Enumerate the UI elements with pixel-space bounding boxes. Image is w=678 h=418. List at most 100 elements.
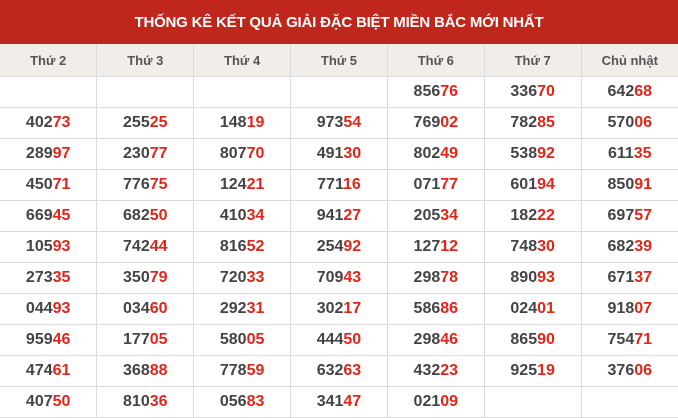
result-cell: 68239 bbox=[580, 231, 678, 263]
result-cell: 29846 bbox=[386, 324, 485, 356]
result-cell: 45071 bbox=[0, 169, 98, 201]
result-head-digits: 071 bbox=[413, 176, 441, 193]
result-cell: 58686 bbox=[386, 293, 485, 325]
result-head-digits: 044 bbox=[25, 300, 53, 317]
result-last-two-digits: 16 bbox=[342, 176, 361, 193]
result-cell: 69757 bbox=[580, 200, 678, 232]
result-cell: 72033 bbox=[193, 262, 292, 294]
result-cell: 78285 bbox=[483, 107, 582, 139]
table-row: 28997 23077 80770 49130 80249 53892 61135 bbox=[0, 138, 678, 170]
column-header: Chủ nhật bbox=[580, 44, 678, 77]
result-head-digits: 973 bbox=[316, 114, 344, 131]
result-head-digits: 124 bbox=[219, 176, 247, 193]
result-last-two-digits: 34 bbox=[440, 207, 459, 224]
result-last-two-digits: 44 bbox=[149, 238, 168, 255]
result-last-two-digits: 76 bbox=[440, 83, 459, 100]
column-header: Thứ 3 bbox=[96, 44, 195, 77]
result-head-digits: 802 bbox=[413, 145, 441, 162]
result-last-two-digits: 79 bbox=[149, 269, 168, 286]
result-cell: 14819 bbox=[193, 107, 292, 139]
result-last-two-digits: 47 bbox=[343, 393, 362, 410]
result-last-two-digits: 30 bbox=[343, 145, 362, 162]
result-last-two-digits: 25 bbox=[149, 114, 168, 131]
result-cell: 43223 bbox=[386, 355, 485, 387]
result-cell: 70943 bbox=[290, 262, 388, 294]
result-cell: 47461 bbox=[0, 355, 98, 387]
result-cell: 07177 bbox=[386, 169, 485, 201]
result-cell: 18222 bbox=[483, 200, 582, 232]
result-last-two-digits: 77 bbox=[149, 145, 168, 162]
result-cell: 60194 bbox=[483, 169, 582, 201]
result-last-two-digits: 70 bbox=[537, 83, 555, 100]
result-last-two-digits: 30 bbox=[537, 238, 555, 255]
result-last-two-digits: 52 bbox=[246, 238, 265, 255]
result-cell: 80249 bbox=[386, 138, 485, 170]
result-last-two-digits: 86 bbox=[440, 300, 459, 317]
result-last-two-digits: 07 bbox=[634, 300, 653, 317]
result-head-digits: 776 bbox=[123, 176, 150, 193]
result-cell: 37606 bbox=[580, 355, 678, 387]
result-last-two-digits: 05 bbox=[246, 331, 265, 348]
result-head-digits: 292 bbox=[219, 300, 247, 317]
result-cell: 95946 bbox=[0, 324, 98, 356]
result-last-two-digits: 49 bbox=[440, 145, 459, 162]
column-header: Thứ 6 bbox=[386, 44, 485, 77]
result-last-two-digits: 60 bbox=[149, 300, 168, 317]
result-head-digits: 376 bbox=[607, 362, 635, 379]
result-head-digits: 570 bbox=[607, 114, 635, 131]
result-cell: 92519 bbox=[483, 355, 582, 387]
result-head-digits: 807 bbox=[219, 145, 247, 162]
results-body: 85676 33670 64268 40273 25525 14819 97354 76902… bbox=[0, 76, 678, 418]
result-head-digits: 611 bbox=[607, 145, 634, 162]
result-cell: 77859 bbox=[193, 355, 292, 387]
result-last-two-digits: 43 bbox=[343, 269, 362, 286]
result-cell: 97354 bbox=[290, 107, 388, 139]
table-row: 47461 36888 77859 63263 43223 92519 37606 bbox=[0, 355, 678, 387]
result-last-two-digits: 75 bbox=[149, 176, 168, 193]
result-cell: 74244 bbox=[96, 231, 195, 263]
result-cell: 81652 bbox=[193, 231, 292, 263]
result-head-digits: 021 bbox=[413, 393, 441, 410]
result-last-two-digits: 31 bbox=[246, 300, 265, 317]
result-head-digits: 302 bbox=[316, 300, 344, 317]
result-last-two-digits: 93 bbox=[52, 300, 71, 317]
result-head-digits: 177 bbox=[123, 331, 150, 348]
result-cell: 76902 bbox=[386, 107, 485, 139]
result-last-two-digits: 70 bbox=[246, 145, 265, 162]
result-cell: 63263 bbox=[290, 355, 388, 387]
column-header: Thứ 7 bbox=[483, 44, 582, 77]
result-head-digits: 491 bbox=[316, 145, 344, 162]
result-head-digits: 336 bbox=[510, 83, 538, 100]
table-row: 66945 68250 41034 94127 20534 18222 69757 bbox=[0, 200, 678, 232]
result-cell: 53892 bbox=[483, 138, 582, 170]
result-cell: 67137 bbox=[580, 262, 678, 294]
result-head-digits: 754 bbox=[607, 331, 635, 348]
result-cell: 29231 bbox=[193, 293, 292, 325]
result-cell: 86590 bbox=[483, 324, 582, 356]
result-last-two-digits: 71 bbox=[52, 176, 71, 193]
result-cell: 85676 bbox=[386, 76, 485, 108]
result-cell: 35079 bbox=[96, 262, 195, 294]
result-head-digits: 148 bbox=[219, 114, 247, 131]
result-head-digits: 254 bbox=[316, 238, 344, 255]
result-head-digits: 586 bbox=[413, 300, 441, 317]
result-cell: 64268 bbox=[580, 76, 678, 108]
result-head-digits: 230 bbox=[123, 145, 150, 162]
result-cell: 28997 bbox=[0, 138, 98, 170]
result-head-digits: 450 bbox=[25, 176, 53, 193]
result-head-digits: 273 bbox=[25, 269, 53, 286]
result-last-two-digits: 88 bbox=[149, 362, 168, 379]
table-row: 04493 03460 29231 30217 58686 02401 91807 bbox=[0, 293, 678, 325]
result-last-two-digits: 46 bbox=[440, 331, 459, 348]
result-cell: 57006 bbox=[580, 107, 678, 139]
result-cell: 80770 bbox=[193, 138, 292, 170]
result-last-two-digits: 33 bbox=[246, 269, 265, 286]
result-cell: 77116 bbox=[290, 169, 388, 201]
result-cell: 89093 bbox=[483, 262, 582, 294]
result-head-digits: 810 bbox=[123, 393, 150, 410]
result-head-digits: 742 bbox=[123, 238, 150, 255]
result-head-digits: 580 bbox=[219, 331, 247, 348]
result-last-two-digits: 19 bbox=[246, 114, 265, 131]
result-last-two-digits: 46 bbox=[52, 331, 71, 348]
column-header: Thứ 4 bbox=[193, 44, 292, 77]
